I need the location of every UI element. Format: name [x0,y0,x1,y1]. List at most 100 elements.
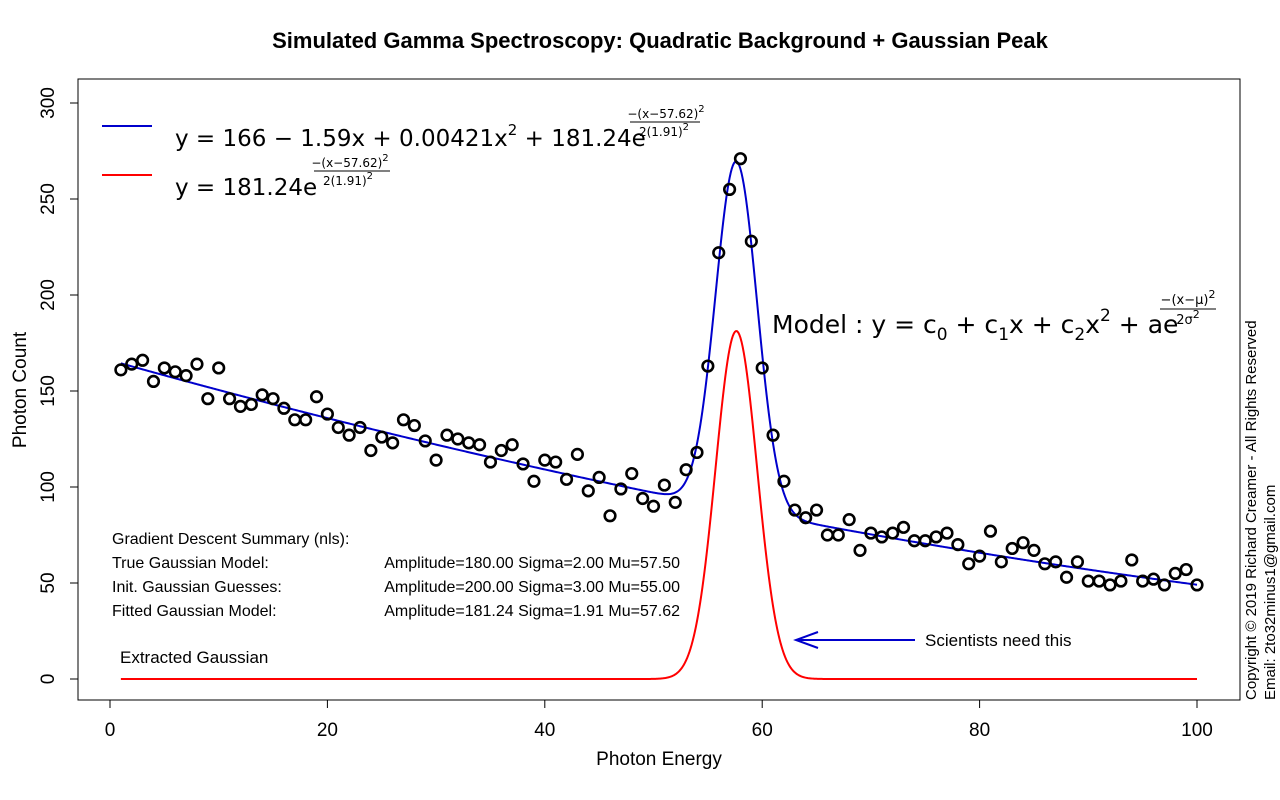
data-point [994,555,1008,569]
data-point [864,526,878,540]
data-point [712,246,726,260]
y-axis-label: Photon Count [10,331,31,448]
legend: y = 166 − 1.59x + 0.00421x2 + 181.24e −(… [102,104,705,201]
data-point [820,528,835,542]
data-point [831,528,845,542]
y-tick-label: 0 [38,674,59,685]
summary-true-values: Amplitude=180.00 Sigma=2.00 Mu=57.50 [384,555,680,572]
data-point [201,392,215,406]
data-point [918,534,932,548]
data-point [212,361,226,375]
data-point [1190,578,1204,592]
data-point [288,413,302,427]
data-point [157,361,171,375]
data-point [679,463,693,477]
data-point [559,472,574,486]
data-point [592,470,606,485]
summary-fit-values: Amplitude=181.24 Sigma=1.91 Mu=57.62 [384,603,680,620]
data-point [255,388,269,402]
data-point [190,357,204,371]
data-point [1016,536,1030,550]
data-point [342,428,356,442]
data-point [136,353,150,367]
data-point [168,365,182,379]
data-point [1059,570,1074,584]
data-point [353,420,367,435]
y-tick-label: 100 [38,471,59,503]
data-point [396,413,411,427]
y-axis: 0 50 100 150 200 250 300 [38,87,79,685]
data-point [668,495,682,509]
summary-init-label: Init. Gaussian Guesses: [112,579,282,596]
data-point [440,428,454,442]
summary-fit-label: Fitted Gaussian Model: [112,603,277,620]
data-point [114,363,128,377]
data-point [1179,562,1193,577]
fitted-model-curve [120,160,1198,586]
data-point [744,234,758,248]
data-point [1092,574,1106,588]
data-point [570,447,585,461]
data-point [364,443,378,458]
data-point [1125,553,1139,567]
summary-init-values: Amplitude=200.00 Sigma=3.00 Mu=55.00 [384,579,680,596]
data-point [701,359,715,373]
x-axis-label: Photon Energy [596,749,722,770]
legend-equation-blue: y = 166 − 1.59x + 0.00421x2 + 181.24e [175,121,646,152]
data-point [853,543,867,557]
data-point [277,401,291,415]
data-point [125,357,139,371]
scientists-need-this-label: Scientists need this [925,631,1071,650]
data-point [690,445,704,460]
data-point [549,455,563,469]
data-point [472,438,487,452]
data-point [494,443,508,458]
data-point [1081,574,1095,588]
data-point [233,399,248,413]
data-points [114,152,1204,592]
model-equation: Model : y = c0 + c1x + c2x2 + ae −(x−μ)2… [772,288,1216,345]
data-point [755,361,769,375]
data-point [896,520,911,534]
data-point [331,420,345,435]
data-point [429,453,443,467]
data-point [636,491,650,506]
y-tick-label: 300 [38,87,59,119]
arrow-head [793,631,819,649]
data-point [179,369,193,383]
data-point [299,413,313,427]
x-axis: 0 20 40 60 80 100 [105,699,1213,741]
data-point [614,482,628,496]
data-point [722,182,737,196]
legend-exponent-red-den: 2(1.91)2 [323,171,373,188]
fit-summary: Gradient Descent Summary (nls): True Gau… [112,531,680,620]
data-point [418,434,432,448]
data-point [375,430,389,444]
copyright-text: Copyright © 2019 Richard Creamer - All R… [1243,320,1260,700]
data-point [962,557,976,571]
data-point [1049,555,1063,569]
data-point [646,499,661,513]
data-point [766,428,780,442]
data-point [972,549,987,563]
data-point [451,432,465,446]
data-point [538,453,552,467]
data-point [1114,574,1128,588]
data-point [386,436,400,450]
model-exponent-den: 2σ2 [1176,308,1200,328]
y-tick-label: 150 [38,375,59,407]
data-point [886,526,900,540]
data-point [1005,541,1019,556]
data-point [505,438,519,452]
data-point [222,392,237,406]
data-point [581,484,595,498]
data-point [309,390,324,404]
data-point [809,503,824,517]
data-point [733,152,748,166]
data-point [788,503,802,517]
data-point [983,524,998,538]
data-point [603,509,617,523]
legend-exponent-blue-num: −(x−57.62)2 [627,104,704,121]
data-point [266,392,280,406]
